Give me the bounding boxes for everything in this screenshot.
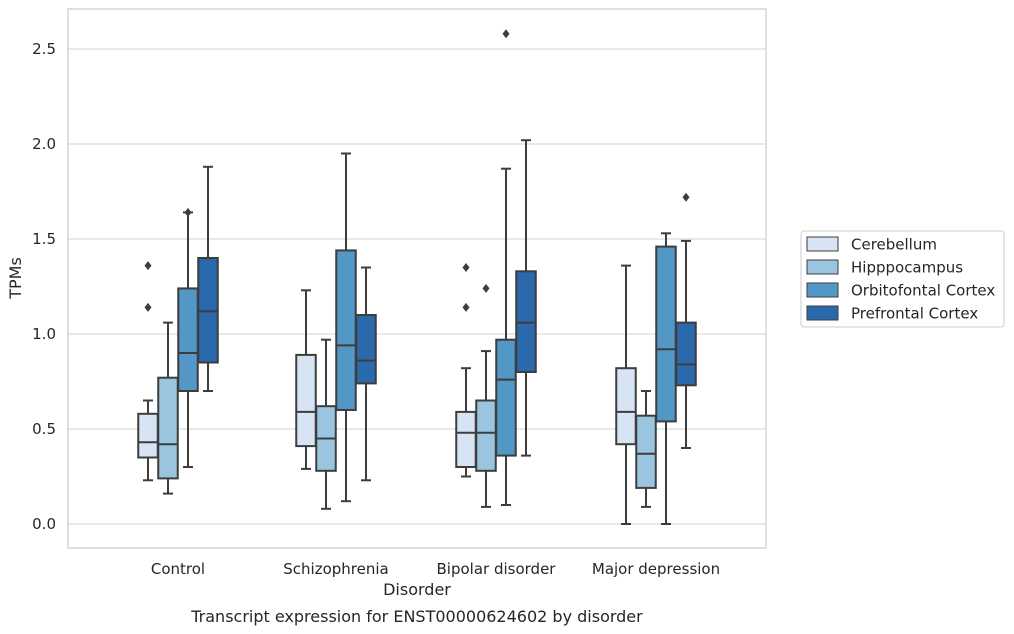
box [475,399,497,472]
legend-label: Hipppocampus [851,259,963,277]
box-hipppocampus-bipolar-disorder [475,283,497,508]
box-prefrontal-cortex-schizophrenia [355,266,377,482]
legend-label: Prefrontal Cortex [851,305,978,323]
figure-caption: Transcript expression for ENST0000062460… [190,607,643,626]
outlier-point [502,29,510,39]
y-tick-label: 1.0 [32,325,56,343]
box [177,287,199,392]
box-prefrontal-cortex-control [197,165,219,392]
outlier-point [682,192,690,202]
legend-swatch [806,236,839,252]
box [355,314,377,385]
y-tick-labels: 0.0 0.5 1.0 1.5 2.0 2.5 [32,40,56,533]
legend: Cerebellum Hipppocampus Orbitofontal Corte… [800,230,1005,328]
box-orbitofontal-cortex-control [177,207,199,468]
y-tick-label: 1.5 [32,230,56,248]
box [655,245,677,423]
box [615,367,637,446]
box-cerebellum-bipolar-disorder [455,263,477,478]
legend-swatch [806,305,839,321]
box [635,414,657,489]
box-hipppocampus-control [157,321,179,495]
legend-swatch [806,282,839,298]
outlier-point [462,263,470,272]
y-tick-label: 2.5 [32,40,56,58]
box-cerebellum-major-depression [615,264,637,525]
box [157,376,179,480]
box-cerebellum-schizophrenia [295,289,317,470]
legend-label: Cerebellum [851,236,937,254]
box-hipppocampus-schizophrenia [315,338,337,510]
box-hipppocampus-major-depression [635,390,657,508]
legend-swatch [806,259,839,275]
y-axis-label: TPMs [6,257,25,300]
legend-label: Orbitofontal Cortex [851,282,995,300]
box [455,410,477,468]
box [295,353,317,448]
box-orbitofontal-cortex-schizophrenia [335,152,357,503]
legend-frame [800,230,1005,328]
outlier-point [144,302,152,312]
box-groups [137,29,697,525]
outlier-point [462,302,470,312]
box-cerebellum-control [137,261,159,482]
x-tick-labels: Control Schizophrenia Bipolar disorder Majo… [151,560,720,578]
outlier-point [184,207,192,217]
x-tick-label: Schizophrenia [283,560,388,578]
box-prefrontal-cortex-bipolar-disorder [515,139,537,457]
outlier-point [144,261,152,271]
box [495,338,517,457]
y-tick-label: 2.0 [32,135,56,153]
box-orbitofontal-cortex-major-depression [655,232,677,525]
y-tick-label: 0.5 [32,420,56,438]
x-tick-label: Major depression [592,560,720,578]
outlier-point [482,283,490,293]
y-tick-label: 0.0 [32,515,56,533]
plot-frame [67,8,767,549]
x-axis-label: Disorder [383,580,451,599]
box [675,321,697,387]
box [137,412,159,459]
box [335,249,357,411]
box-orbitofontal-cortex-bipolar-disorder [495,29,517,506]
box-prefrontal-cortex-major-depression [675,192,697,449]
x-tick-label: Bipolar disorder [437,560,557,578]
x-tick-label: Control [151,560,205,578]
